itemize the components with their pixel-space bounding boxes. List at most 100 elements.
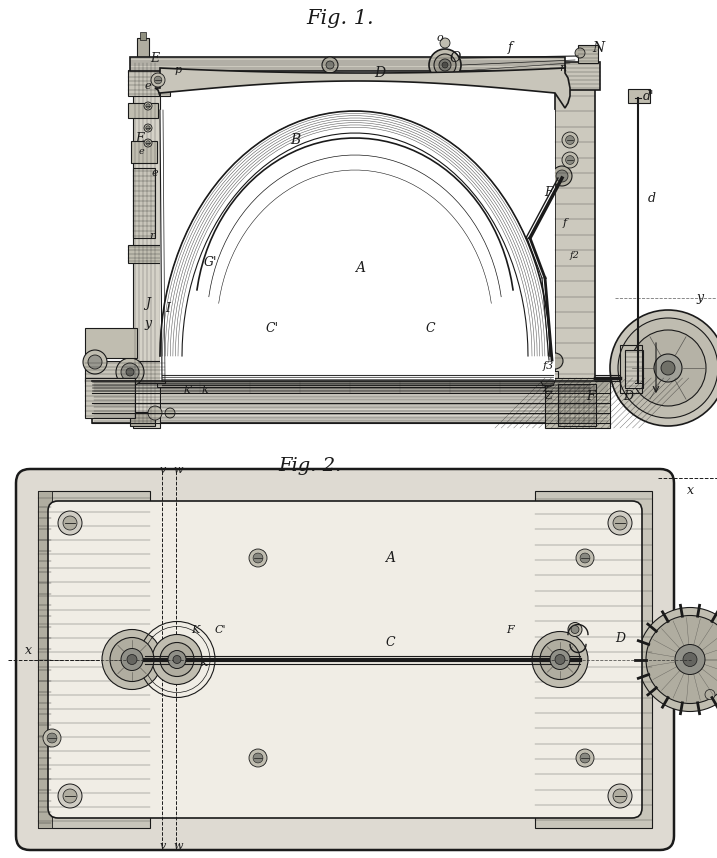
Circle shape xyxy=(556,170,568,182)
Circle shape xyxy=(63,789,77,803)
Bar xyxy=(625,350,643,388)
Circle shape xyxy=(580,553,590,563)
Text: k: k xyxy=(201,385,209,395)
Circle shape xyxy=(520,228,540,248)
Circle shape xyxy=(524,232,536,244)
Text: D: D xyxy=(374,66,386,80)
Circle shape xyxy=(576,549,594,567)
Circle shape xyxy=(610,310,717,426)
Circle shape xyxy=(144,124,152,132)
Circle shape xyxy=(434,54,456,76)
Text: x: x xyxy=(686,484,693,497)
Text: C': C' xyxy=(214,625,226,635)
Circle shape xyxy=(541,373,555,387)
Circle shape xyxy=(562,132,578,148)
Text: F: F xyxy=(506,625,514,635)
Circle shape xyxy=(47,733,57,743)
Bar xyxy=(558,384,596,426)
Bar xyxy=(550,62,600,90)
Bar xyxy=(133,58,160,428)
Circle shape xyxy=(654,354,682,382)
Bar xyxy=(128,70,170,96)
Circle shape xyxy=(253,753,263,763)
Circle shape xyxy=(568,623,582,637)
Circle shape xyxy=(102,630,162,690)
Text: C': C' xyxy=(265,322,278,335)
Circle shape xyxy=(580,753,590,763)
Circle shape xyxy=(575,48,585,58)
Bar xyxy=(85,378,135,418)
Circle shape xyxy=(439,59,451,71)
Text: v: v xyxy=(160,841,166,851)
Circle shape xyxy=(532,631,588,687)
Text: y: y xyxy=(144,317,151,329)
Circle shape xyxy=(613,516,627,530)
Circle shape xyxy=(555,655,565,664)
Circle shape xyxy=(173,656,181,663)
Circle shape xyxy=(326,61,334,69)
Bar xyxy=(131,141,157,163)
Circle shape xyxy=(144,102,152,110)
Circle shape xyxy=(58,511,82,535)
Circle shape xyxy=(152,635,202,685)
Circle shape xyxy=(547,353,563,369)
Text: Z: Z xyxy=(544,391,552,401)
Circle shape xyxy=(144,139,152,147)
FancyBboxPatch shape xyxy=(16,469,674,850)
Circle shape xyxy=(43,729,61,747)
Circle shape xyxy=(58,784,82,808)
Text: f: f xyxy=(563,218,567,228)
Circle shape xyxy=(253,553,263,563)
Circle shape xyxy=(540,639,580,680)
Text: f: f xyxy=(508,41,513,55)
Bar xyxy=(555,88,595,428)
Bar xyxy=(85,328,137,358)
Text: d: d xyxy=(648,191,656,204)
Text: d': d' xyxy=(642,89,654,102)
Circle shape xyxy=(646,615,717,704)
Circle shape xyxy=(160,643,194,676)
Text: v: v xyxy=(160,465,166,475)
Circle shape xyxy=(127,655,137,664)
Bar xyxy=(133,168,155,238)
Bar xyxy=(545,378,610,428)
Bar xyxy=(137,38,149,58)
Text: F: F xyxy=(586,390,594,402)
Circle shape xyxy=(613,789,627,803)
Text: K: K xyxy=(191,625,199,635)
Text: D: D xyxy=(615,631,625,644)
Circle shape xyxy=(322,57,338,73)
Circle shape xyxy=(151,73,165,87)
Circle shape xyxy=(88,355,102,369)
Bar xyxy=(0,18,717,448)
Text: z: z xyxy=(541,382,549,395)
Text: G': G' xyxy=(204,257,217,269)
Text: e: e xyxy=(152,168,158,178)
Bar xyxy=(92,381,610,393)
Text: D: D xyxy=(623,390,633,402)
Circle shape xyxy=(121,649,143,670)
Circle shape xyxy=(116,358,144,386)
Polygon shape xyxy=(160,86,555,381)
Bar xyxy=(130,57,565,71)
Circle shape xyxy=(429,49,461,81)
Circle shape xyxy=(638,607,717,711)
Circle shape xyxy=(126,368,134,376)
Polygon shape xyxy=(155,68,570,108)
Circle shape xyxy=(566,136,574,144)
Circle shape xyxy=(576,749,594,767)
Bar xyxy=(578,45,598,63)
Bar xyxy=(620,345,642,393)
Circle shape xyxy=(168,650,186,668)
Circle shape xyxy=(630,330,706,406)
Circle shape xyxy=(249,749,267,767)
Circle shape xyxy=(148,406,162,420)
Circle shape xyxy=(683,652,697,667)
Circle shape xyxy=(540,273,550,283)
Bar xyxy=(85,361,165,383)
Text: N: N xyxy=(592,41,604,55)
Text: r: r xyxy=(149,231,155,241)
Text: e: e xyxy=(138,148,144,156)
Circle shape xyxy=(661,361,675,375)
Circle shape xyxy=(552,166,572,186)
